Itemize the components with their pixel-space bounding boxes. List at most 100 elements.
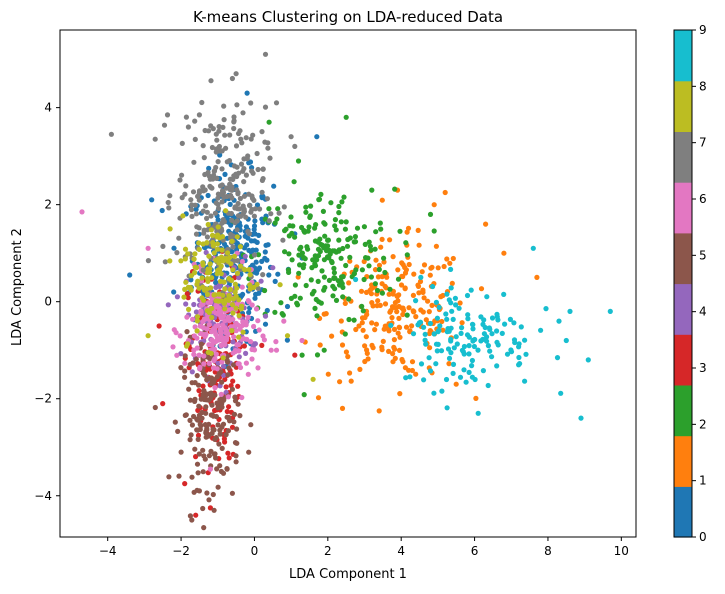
cluster-1-point: [342, 300, 348, 306]
cluster-4-point: [221, 372, 227, 378]
cluster-6-point: [260, 333, 266, 339]
cluster-1-point: [373, 257, 379, 263]
cluster-6-point: [171, 327, 177, 333]
cluster-8-point: [188, 273, 194, 279]
cluster-1-point: [362, 343, 368, 349]
cluster-1-point: [478, 286, 485, 292]
cluster-5-point: [218, 468, 224, 475]
cluster-1-point: [370, 345, 376, 351]
cluster-5-point: [217, 431, 223, 437]
cluster-9-point: [538, 327, 544, 333]
cluster-9-point: [448, 336, 454, 342]
cluster-6-point: [210, 365, 217, 371]
cluster-1-point: [400, 311, 406, 318]
cluster-7-point: [218, 191, 224, 197]
x-tick-label: 4: [397, 544, 405, 558]
cluster-5-point: [201, 525, 207, 531]
cluster-5-point: [246, 449, 252, 455]
cluster-3-point: [160, 401, 166, 407]
cluster-6-point: [245, 298, 251, 304]
cluster-7-point: [202, 127, 208, 134]
cluster-0-point: [221, 241, 228, 247]
cluster-7-point: [240, 110, 246, 116]
cluster-7-point: [265, 145, 271, 151]
cluster-9-point: [465, 316, 471, 322]
cluster-6-point: [197, 364, 203, 370]
cluster-6-point: [202, 316, 208, 322]
cluster-6-point: [219, 359, 225, 365]
cluster-9-point: [434, 348, 440, 354]
cluster-2-point: [336, 282, 343, 288]
cluster-9-point: [421, 377, 427, 383]
cluster-8-point: [201, 287, 208, 293]
cluster-7-point: [234, 102, 240, 108]
cluster-9-point: [516, 362, 522, 368]
cluster-8-point: [247, 286, 253, 292]
cluster-1-point: [439, 318, 445, 325]
cluster-5-point: [178, 365, 184, 371]
y-tick-label: 2: [44, 198, 52, 212]
cluster-0-point: [253, 247, 259, 253]
cluster-9-point: [407, 374, 413, 380]
cluster-6-point: [239, 394, 245, 401]
cluster-7-point: [204, 234, 210, 240]
cluster-2-point: [266, 119, 272, 125]
cluster-3-point: [226, 404, 232, 410]
cluster-8-point: [246, 267, 252, 273]
cluster-8-point: [231, 253, 238, 259]
cluster-1-point: [435, 265, 441, 271]
cluster-1-point: [406, 261, 412, 268]
cluster-6-point: [234, 342, 240, 348]
cluster-7-point: [108, 131, 114, 137]
cluster-8-point: [229, 302, 236, 308]
cluster-1-point: [376, 408, 382, 414]
axes-layer: −4 −2 0 2 4 6 8 10 −4 −2 0 2 4: [34, 29, 637, 558]
cluster-0-point: [213, 279, 219, 285]
colorbar-tick-label: 1: [699, 474, 707, 488]
colorbar-segment-9: [674, 30, 692, 82]
cluster-8-point: [225, 250, 231, 256]
cluster-7-point: [246, 202, 253, 208]
cluster-2-point: [378, 226, 384, 232]
cluster-5-point: [178, 449, 184, 455]
cluster-4-point: [203, 249, 209, 256]
cluster-9-point: [523, 351, 529, 357]
cluster-0-point: [205, 192, 211, 199]
cluster-1-point: [379, 347, 385, 353]
cluster-2-point: [310, 257, 316, 263]
cluster-5-point: [200, 469, 206, 475]
cluster-2-point: [336, 210, 342, 216]
cluster-2-point: [431, 228, 437, 234]
cluster-5-point: [191, 489, 197, 495]
cluster-2-point: [307, 214, 313, 220]
cluster-2-point: [278, 300, 284, 306]
cluster-1-point: [418, 307, 424, 313]
cluster-2-point: [359, 303, 365, 309]
cluster-9-point: [426, 355, 432, 361]
cluster-7-point: [192, 118, 198, 124]
cluster-2-point: [361, 224, 367, 230]
cluster-8-point: [212, 292, 218, 298]
cluster-8-point: [240, 329, 246, 335]
cluster-9-point: [494, 328, 500, 334]
cluster-7-point: [245, 153, 251, 159]
cluster-2-point: [323, 243, 329, 249]
cluster-7-point: [234, 227, 240, 233]
cluster-5-point: [182, 368, 188, 374]
cluster-3-point: [222, 439, 228, 445]
cluster-6-point: [299, 337, 305, 344]
x-tick-label: 0: [251, 544, 259, 558]
cluster-9-point: [522, 337, 528, 343]
cluster-6-point: [249, 356, 255, 362]
cluster-6-point: [236, 361, 242, 367]
cluster-2-point: [403, 240, 409, 246]
cluster-1-point: [396, 324, 402, 330]
cluster-7-point: [188, 197, 194, 203]
cluster-2-point: [294, 300, 300, 306]
cluster-2-point: [342, 226, 348, 232]
cluster-6-point: [239, 258, 245, 265]
cluster-2-point: [304, 244, 310, 250]
cluster-9-point: [502, 321, 508, 327]
cluster-2-point: [314, 313, 320, 319]
cluster-7-point: [230, 244, 236, 250]
